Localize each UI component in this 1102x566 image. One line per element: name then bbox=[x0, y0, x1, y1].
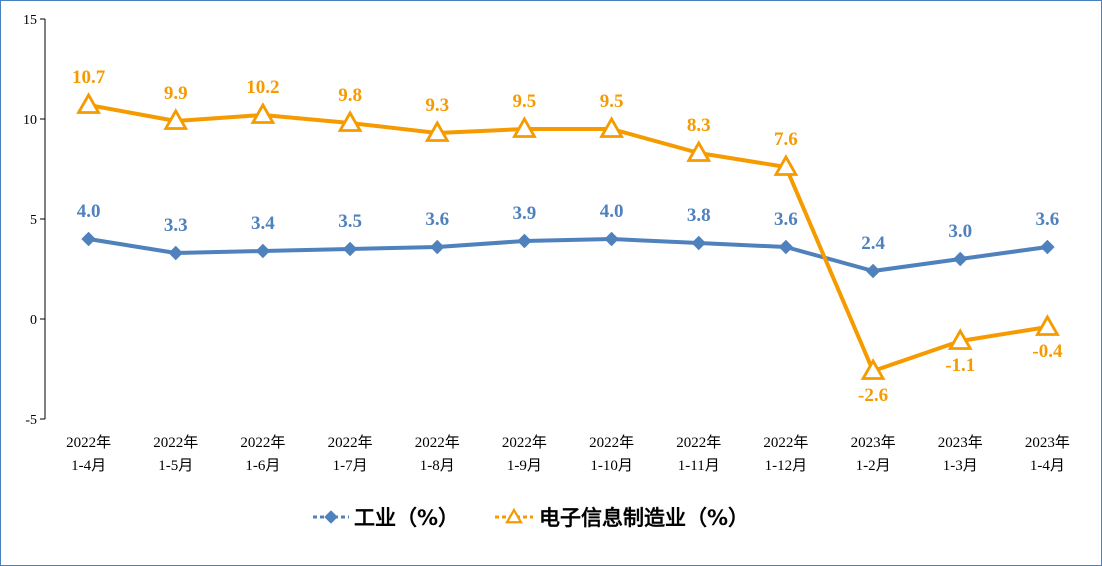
data-label-electronics: 9.9 bbox=[164, 83, 188, 104]
data-point-industry bbox=[604, 231, 619, 247]
series-line-electronics bbox=[88, 103, 1048, 373]
x-tick-label: 2022年 1-11月 bbox=[676, 434, 721, 474]
x-tick-label: 2023年 1-2月 bbox=[851, 434, 896, 474]
legend-label-electronics: 电子信息制造业（%） bbox=[539, 506, 749, 530]
data-point-electronics bbox=[947, 328, 973, 350]
legend-marker-industry bbox=[324, 510, 338, 524]
data-label-industry: 3.6 bbox=[774, 209, 798, 230]
data-point-industry bbox=[778, 239, 794, 255]
x-tick-label: 2022年 1-10月 bbox=[589, 434, 634, 474]
y-tick-label: 10 bbox=[23, 113, 37, 128]
data-point-electronics bbox=[1035, 314, 1060, 336]
x-tick-label: 2022年 1-9月 bbox=[502, 434, 547, 474]
data-label-industry: 3.6 bbox=[1036, 209, 1060, 230]
data-point-electronics bbox=[76, 92, 101, 114]
y-tick-label: 0 bbox=[30, 313, 37, 328]
y-tick-label: 5 bbox=[30, 213, 37, 228]
data-label-industry: 4.0 bbox=[77, 201, 101, 222]
x-tick-label: 2023年 1-4月 bbox=[1025, 434, 1070, 474]
data-point-electronics bbox=[250, 102, 276, 124]
data-label-electronics: 9.8 bbox=[338, 85, 362, 106]
data-point-industry bbox=[691, 235, 706, 251]
legend-marker-electronics bbox=[505, 507, 523, 524]
x-tick-label: 2022年 1-8月 bbox=[415, 434, 460, 474]
data-point-industry bbox=[1040, 239, 1055, 255]
y-tick-label: -5 bbox=[25, 413, 37, 428]
data-label-industry: 3.3 bbox=[164, 215, 188, 236]
series-line-industry bbox=[88, 237, 1048, 273]
data-label-electronics: -1.1 bbox=[945, 355, 975, 376]
data-label-industry: 4.0 bbox=[600, 201, 624, 222]
x-tick-label: 2022年 1-4月 bbox=[66, 434, 111, 474]
data-label-industry: 3.8 bbox=[687, 205, 711, 226]
data-label-industry: 3.9 bbox=[513, 203, 537, 224]
data-point-industry bbox=[517, 233, 532, 249]
x-tick-label: 2022年 1-7月 bbox=[328, 434, 373, 474]
data-label-electronics: 10.2 bbox=[246, 77, 279, 98]
data-point-electronics bbox=[860, 358, 886, 380]
data-label-electronics: 10.7 bbox=[72, 67, 106, 88]
data-point-electronics bbox=[599, 116, 624, 138]
data-label-industry: 2.4 bbox=[861, 233, 885, 254]
data-point-electronics bbox=[337, 110, 363, 132]
data-label-electronics: -0.4 bbox=[1032, 341, 1063, 362]
data-label-electronics: 9.3 bbox=[425, 95, 449, 116]
legend-label-industry: 工业（%） bbox=[354, 506, 459, 530]
data-point-electronics bbox=[686, 140, 712, 162]
data-point-electronics bbox=[424, 120, 450, 142]
data-point-industry bbox=[342, 241, 358, 257]
data-point-industry bbox=[81, 231, 96, 247]
y-tick-label: 15 bbox=[23, 13, 37, 28]
data-label-electronics: -2.6 bbox=[858, 385, 888, 406]
x-tick-label: 2022年 1-12月 bbox=[763, 434, 808, 474]
data-point-industry bbox=[255, 243, 271, 259]
data-label-industry: 3.5 bbox=[338, 211, 362, 232]
data-label-electronics: 9.5 bbox=[513, 91, 537, 112]
data-point-industry bbox=[953, 251, 968, 267]
data-point-industry bbox=[168, 245, 183, 261]
data-label-industry: 3.0 bbox=[948, 221, 972, 242]
x-tick-label: 2023年 1-3月 bbox=[938, 434, 983, 474]
data-label-electronics: 9.5 bbox=[600, 91, 624, 112]
data-label-industry: 3.6 bbox=[425, 209, 449, 230]
data-point-electronics bbox=[512, 116, 537, 138]
data-point-industry bbox=[865, 263, 881, 279]
data-point-industry bbox=[430, 239, 445, 255]
data-point-electronics bbox=[773, 154, 799, 176]
data-label-electronics: 7.6 bbox=[774, 129, 798, 150]
x-tick-label: 2022年 1-5月 bbox=[153, 434, 198, 474]
data-label-industry: 3.4 bbox=[251, 213, 275, 234]
data-point-electronics bbox=[163, 108, 189, 130]
data-label-electronics: 8.3 bbox=[687, 115, 711, 136]
x-tick-label: 2022年 1-6月 bbox=[240, 434, 285, 474]
